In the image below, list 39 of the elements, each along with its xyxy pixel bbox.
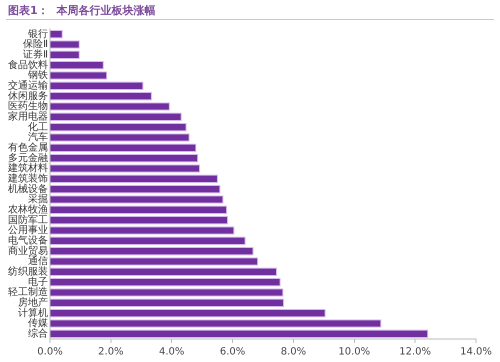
y-tick-label: 采掘	[28, 193, 48, 206]
x-tick-label: 0.0%	[37, 346, 63, 358]
y-tick-label: 家用电器	[8, 110, 48, 122]
y-tick-label: 公用事业	[8, 224, 48, 236]
y-tick-label: 证券Ⅱ	[23, 48, 48, 60]
x-tick-label: 4.0%	[159, 346, 184, 358]
chart-title: 图表1： 本周各行业板块涨幅	[8, 3, 156, 18]
y-tick-label: 计算机	[18, 306, 48, 319]
y-tick-label: 保险Ⅱ	[23, 38, 48, 50]
x-tick-label: 8.0%	[280, 346, 306, 358]
y-tick-label: 电气设备	[8, 234, 48, 246]
x-tick-label: 6.0%	[220, 346, 246, 358]
x-tick-label: 12.0%	[399, 346, 432, 358]
y-tick-label: 汽车	[28, 131, 48, 144]
y-tick-label: 交通运输	[8, 79, 48, 92]
x-tick-label: 2.0%	[98, 346, 124, 358]
y-tick-label: 化工	[28, 120, 48, 133]
y-tick-label: 房地产	[18, 296, 48, 308]
y-tick-label: 轻工制造	[8, 286, 48, 298]
y-tick-label: 休闲服务	[8, 90, 48, 102]
y-tick-label: 国防军工	[8, 214, 48, 226]
y-tick-label: 建筑装饰	[7, 172, 48, 184]
y-tick-label: 食品饮料	[8, 58, 48, 71]
y-tick-label: 商业贸易	[8, 244, 48, 257]
y-tick-label: 电子	[28, 276, 48, 288]
y-tick-label: 多元金融	[8, 152, 48, 164]
y-tick-label: 通信	[28, 255, 48, 268]
y-tick-label: 钢铁	[27, 69, 48, 82]
y-tick-label: 机械设备	[8, 182, 48, 195]
y-tick-label: 银行	[27, 28, 48, 40]
y-tick-label: 纺织服装	[8, 265, 48, 278]
y-tick-label: 医药生物	[8, 100, 48, 112]
x-tick-label: 10.0%	[338, 346, 370, 358]
y-tick-label: 建筑材料	[7, 162, 48, 174]
y-tick-label: 传媒	[28, 318, 48, 330]
y-tick-label: 农林牧渔	[8, 203, 48, 216]
y-tick-label: 综合	[28, 327, 48, 340]
y-tick-label: 有色金属	[8, 141, 48, 154]
x-tick-label: 14.0%	[460, 346, 492, 358]
